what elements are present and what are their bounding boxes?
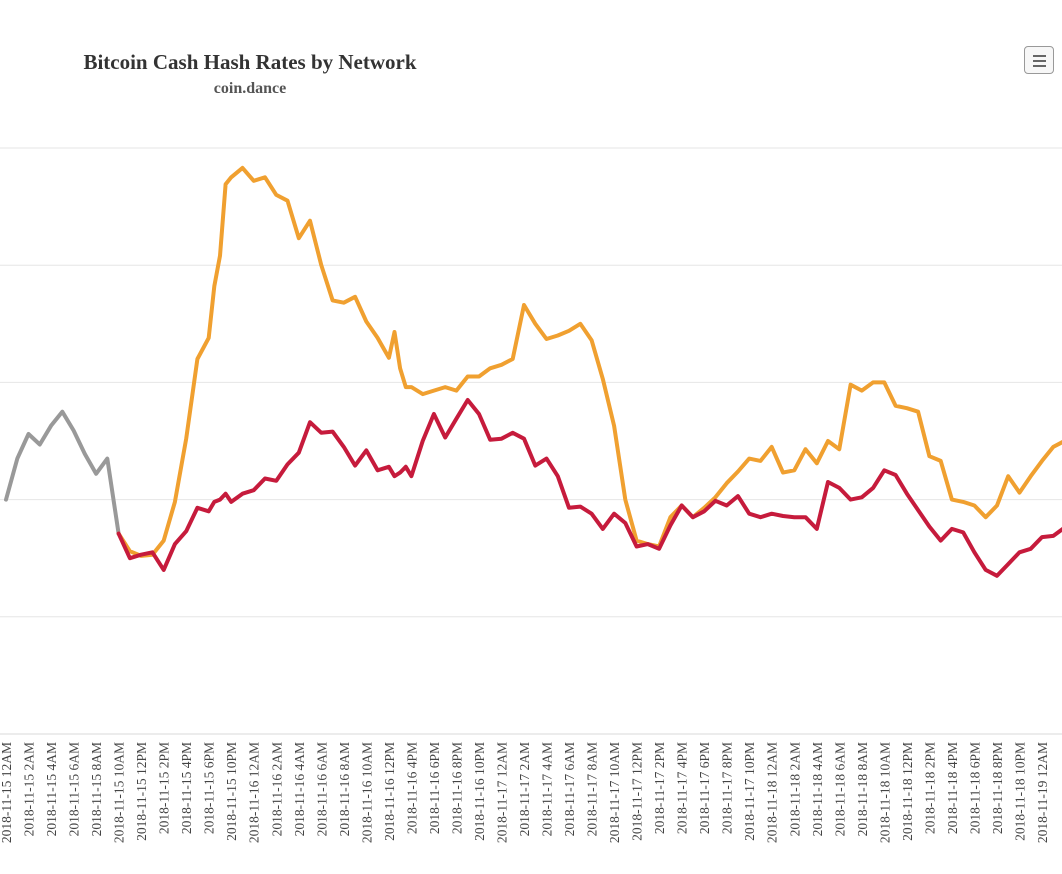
x-tick-label: 2018-11-17 6AM [562,742,577,836]
x-tick-label: 2018-11-15 2AM [22,742,37,836]
x-tick-label: 2018-11-18 6PM [967,742,982,834]
x-tick-label: 2018-11-17 2AM [517,742,532,836]
series-line-2 [116,165,1062,558]
x-tick-label: 2018-11-15 8AM [89,742,104,836]
x-tick-label: 2018-11-15 2PM [157,742,172,834]
series-lines [4,165,1062,578]
x-tick-label: 2018-11-16 8PM [449,742,464,834]
series-line-1 [4,409,121,536]
x-tick-label: 2018-11-18 6AM [832,742,847,836]
chart-menu-button[interactable] [1024,46,1054,74]
x-tick-label: 2018-11-17 8PM [720,742,735,834]
x-tick-label: 2018-11-17 2PM [652,742,667,834]
x-tick-label: 2018-11-18 4PM [945,742,960,834]
x-tick-label: 2018-11-18 2AM [787,742,802,836]
x-tick-label: 2018-11-16 10AM [359,742,374,843]
x-tick-label: 2018-11-19 12AM [1035,742,1050,843]
chart-subtitle: coin.dance [213,80,287,97]
x-tick-label: 2018-11-18 10AM [877,742,892,843]
x-tick-label: 2018-11-15 12AM [0,742,14,843]
x-tick-label: 2018-11-17 12AM [494,742,509,843]
x-tick-label: 2018-11-17 10PM [742,742,757,841]
x-tick-label: 2018-11-18 10PM [1012,742,1027,841]
x-axis-tick-labels: 2018-11-15 12AM 2018-11-15 2AM 2018-11-15 … [0,742,1050,843]
x-tick-label: 2018-11-16 4AM [292,742,307,836]
x-tick-label: 2018-11-17 4AM [540,742,555,836]
x-tick-label: 2018-11-18 12PM [900,742,915,841]
x-tick-label: 2018-11-18 4AM [810,742,825,836]
x-tick-label: 2018-11-15 10AM [112,742,127,843]
x-tick-label: 2018-11-17 8AM [585,742,600,836]
x-tick-label: 2018-11-16 12PM [382,742,397,841]
series-line-3 [116,398,1062,578]
x-tick-label: 2018-11-15 10PM [224,742,239,841]
x-tick-label: 2018-11-17 4PM [675,742,690,834]
chart-title: Bitcoin Cash Hash Rates by Network [83,50,417,74]
x-tick-label: 2018-11-16 12AM [247,742,262,843]
x-tick-label: 2018-11-17 6PM [697,742,712,834]
x-tick-label: 2018-11-15 6PM [202,742,217,834]
x-tick-label: 2018-11-18 8PM [990,742,1005,834]
x-tick-label: 2018-11-16 6PM [427,742,442,834]
x-tick-label: 2018-11-15 12PM [134,742,149,841]
x-tick-label: 2018-11-17 10AM [607,742,622,843]
x-tick-label: 2018-11-18 8AM [855,742,870,836]
x-tick-label: 2018-11-15 4PM [179,742,194,834]
x-tick-label: 2018-11-18 2PM [922,742,937,834]
x-tick-label: 2018-11-17 12PM [630,742,645,841]
x-tick-label: 2018-11-16 8AM [337,742,352,836]
x-tick-label: 2018-11-16 2AM [269,742,284,836]
x-tick-label: 2018-11-16 10PM [472,742,487,841]
x-tick-label: 2018-11-15 6AM [67,742,82,836]
x-tick-label: 2018-11-15 4AM [44,742,59,836]
x-tick-label: 2018-11-16 6AM [314,742,329,836]
x-tick-label: 2018-11-16 4PM [404,742,419,834]
x-tick-label: 2018-11-18 12AM [765,742,780,843]
gridlines [0,147,1062,735]
